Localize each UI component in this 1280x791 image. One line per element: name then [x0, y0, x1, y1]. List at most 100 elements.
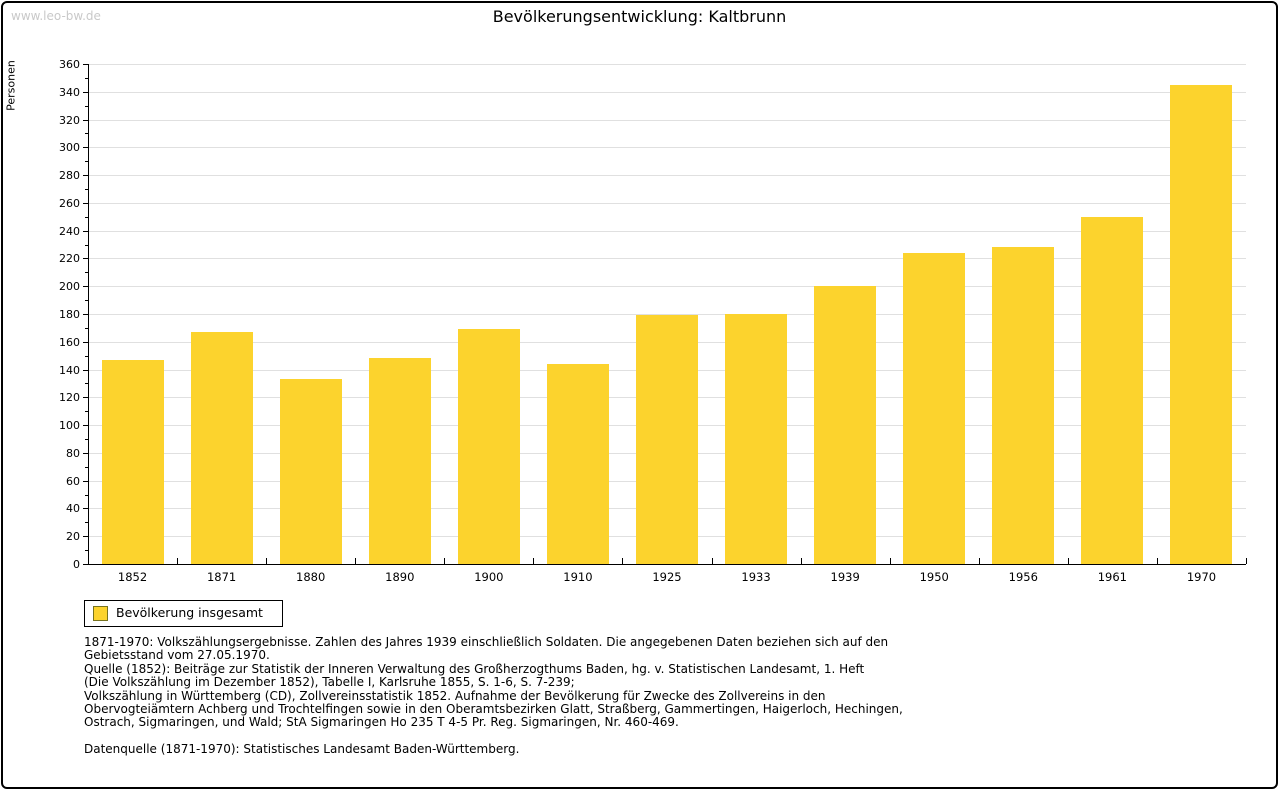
- y-tick-label: 160: [59, 335, 80, 349]
- bar: [814, 286, 877, 564]
- y-tick: [85, 550, 88, 552]
- x-tick-label: 1900: [474, 570, 504, 584]
- y-tick-label: 80: [66, 446, 80, 460]
- gridline: [89, 147, 1246, 149]
- x-boundary-tick: [1067, 558, 1069, 564]
- y-tick-label: 120: [59, 391, 80, 405]
- y-tick: [83, 480, 88, 482]
- bar: [1170, 84, 1233, 564]
- bar: [101, 359, 164, 564]
- x-tick-label: 1880: [296, 570, 326, 584]
- legend-label: Bevölkerung insgesamt: [116, 605, 263, 620]
- x-tick-label: 1933: [741, 570, 771, 584]
- y-tick: [83, 175, 88, 177]
- y-tick: [83, 258, 88, 260]
- bar: [279, 379, 342, 564]
- y-tick: [83, 230, 88, 232]
- y-tick-label: 0: [73, 558, 80, 571]
- bar: [1081, 216, 1144, 564]
- y-tick-label: 340: [59, 85, 80, 99]
- gridline: [89, 286, 1246, 288]
- x-tick-label: 1956: [1008, 570, 1038, 584]
- y-tick-label: 200: [59, 280, 80, 294]
- x-boundary-tick: [355, 558, 357, 564]
- gridline: [89, 202, 1246, 204]
- y-tick-label: 300: [59, 141, 80, 155]
- y-tick-label: 280: [59, 169, 80, 183]
- chart-plot: 1852 1871 1880 1890 1900 1910 1925 1933 1939 1950…: [3, 3, 1276, 787]
- x-tick-label: 1910: [563, 570, 593, 584]
- y-tick: [85, 216, 88, 218]
- x-tick-label: 1852: [117, 570, 148, 584]
- y-tick-label: 100: [59, 419, 80, 433]
- x-boundary-tick: [889, 558, 891, 564]
- y-tick-label: 260: [59, 196, 80, 210]
- footnote-line: Ostrach, Sigmaringen, und Wald; StA Sigm…: [84, 715, 679, 730]
- y-tick: [85, 522, 88, 524]
- y-tick: [85, 272, 88, 274]
- gridline: [89, 258, 1246, 260]
- chart-title: Bevölkerungsentwicklung: Kaltbrunn: [492, 7, 787, 26]
- x-boundary-tick: [1156, 558, 1158, 564]
- footnote-line: Obervogteiämtern Achberg und Trochtelfin…: [84, 702, 903, 717]
- y-tick: [85, 327, 88, 329]
- y-tick: [85, 439, 88, 440]
- y-tick-label: 240: [59, 224, 80, 238]
- site-watermark: www.leo-bw.de: [11, 9, 101, 23]
- bar: [992, 247, 1055, 564]
- y-tick: [83, 119, 88, 121]
- gridline: [89, 175, 1246, 177]
- x-boundary-tick: [1246, 558, 1247, 564]
- y-tick: [83, 64, 88, 65]
- y-tick: [83, 91, 88, 93]
- y-tick-label: 360: [59, 58, 80, 71]
- y-tick: [83, 452, 88, 454]
- x-axis-line: [88, 564, 1246, 565]
- y-tick-label: 220: [59, 252, 80, 266]
- x-boundary-tick: [266, 558, 268, 564]
- legend: Bevölkerung insgesamt: [84, 600, 283, 627]
- gridline: [89, 119, 1246, 121]
- x-boundary-tick: [533, 558, 535, 564]
- y-tick: [83, 314, 88, 315]
- y-tick: [85, 355, 88, 357]
- bar: [725, 314, 788, 564]
- y-tick: [85, 411, 88, 413]
- y-tick: [83, 536, 88, 538]
- y-tick: [83, 397, 88, 399]
- bar: [546, 364, 609, 564]
- legend-swatch: [93, 606, 108, 621]
- x-tick-label: 1939: [830, 570, 860, 584]
- y-tick-label: 180: [59, 308, 80, 321]
- datasource-line: Datenquelle (1871-1970): Statistisches L…: [84, 742, 520, 756]
- y-tick: [83, 564, 88, 565]
- footnote-line: Gebietsstand vom 27.05.1970.: [84, 648, 270, 663]
- bar: [636, 315, 698, 564]
- y-axis-line: [88, 64, 89, 565]
- gridline: [89, 230, 1246, 232]
- y-tick: [85, 300, 88, 302]
- gridline: [89, 64, 1246, 65]
- y-tick: [85, 77, 88, 79]
- y-tick: [83, 341, 88, 343]
- footnote-line: Quelle (1852): Beiträge zur Statistik de…: [84, 661, 865, 676]
- y-tick-label: 140: [59, 363, 80, 377]
- y-tick-label: 40: [66, 502, 80, 516]
- y-tick: [85, 383, 88, 385]
- x-boundary-tick: [978, 558, 980, 564]
- x-boundary-tick: [800, 558, 802, 564]
- footnote-line: Volkszählung in Württemberg (CD), Zollve…: [84, 688, 826, 703]
- y-tick: [83, 202, 88, 204]
- x-tick-label: 1890: [385, 570, 415, 584]
- y-tick: [83, 286, 88, 288]
- y-tick: [83, 369, 88, 371]
- y-tick: [83, 508, 88, 510]
- y-tick: [85, 466, 88, 468]
- y-tick: [83, 147, 88, 149]
- x-tick-label: 1871: [206, 570, 237, 584]
- x-tick-label: 1925: [652, 570, 682, 584]
- y-tick-label: 20: [66, 530, 80, 544]
- gridline: [89, 91, 1246, 93]
- bar: [368, 358, 431, 564]
